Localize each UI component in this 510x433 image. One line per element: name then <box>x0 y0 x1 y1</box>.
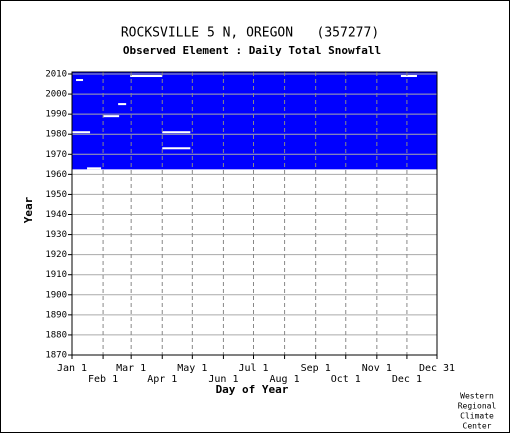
x-tick-label: Jan 1 <box>57 363 87 374</box>
y-tick-label: 1920 <box>45 250 67 260</box>
chart-subtitle: Observed Element : Daily Total Snowfall <box>123 44 381 57</box>
x-axis-label: Day of Year <box>216 383 289 396</box>
missing-segment <box>162 147 191 150</box>
x-tick-label: May 1 <box>177 363 207 374</box>
y-tick-label: 1950 <box>45 190 67 200</box>
x-tick-label: Feb 1 <box>88 374 118 385</box>
missing-segment <box>87 167 102 170</box>
plot-border <box>71 71 438 356</box>
y-tick-label: 1910 <box>45 270 67 280</box>
y-tick-label: 1880 <box>45 330 67 340</box>
y-tick-label: 1990 <box>45 110 67 120</box>
missing-segment <box>130 75 163 78</box>
missing-segment <box>118 103 127 106</box>
y-tick-label: 1870 <box>45 351 67 361</box>
y-tick-label: 1980 <box>45 130 67 140</box>
y-tick-label: 1960 <box>45 170 67 180</box>
data-coverage <box>72 72 437 170</box>
credit: Climate <box>460 412 494 421</box>
x-tick-label: Oct 1 <box>331 374 361 385</box>
x-tick-label: Dec 31 <box>419 363 455 374</box>
credit: Western <box>460 392 494 401</box>
y-tick-label: 1940 <box>45 210 67 220</box>
x-tick-label: Mar 1 <box>116 363 146 374</box>
x-tick-label: Jul 1 <box>238 363 268 374</box>
credit: Center <box>463 422 492 431</box>
chart-title: ROCKSVILLE 5 N, OREGON (357277) <box>121 26 379 41</box>
y-tick-label: 1890 <box>45 310 67 320</box>
credit: Regional <box>458 402 497 411</box>
y-tick-label: 2000 <box>45 90 67 100</box>
x-tick-label: Sep 1 <box>301 363 331 374</box>
missing-segment <box>400 75 417 78</box>
missing-segment <box>72 131 91 134</box>
y-axis-label: Year <box>22 196 35 223</box>
y-tick-label: 1900 <box>45 290 67 300</box>
y-tick-label: 1930 <box>45 230 67 240</box>
x-tick-label: Dec 1 <box>392 374 422 385</box>
missing-segment <box>76 79 84 82</box>
x-tick-label: Nov 1 <box>362 363 392 374</box>
x-tick-label: Aug 1 <box>270 374 300 385</box>
missing-segment <box>103 115 120 118</box>
y-tick-label: 1970 <box>45 150 67 160</box>
missing-segment <box>162 131 191 134</box>
y-tick-label: 2010 <box>45 70 67 80</box>
x-tick-label: Apr 1 <box>147 374 177 385</box>
x-tick-label: Jun 1 <box>208 374 238 385</box>
